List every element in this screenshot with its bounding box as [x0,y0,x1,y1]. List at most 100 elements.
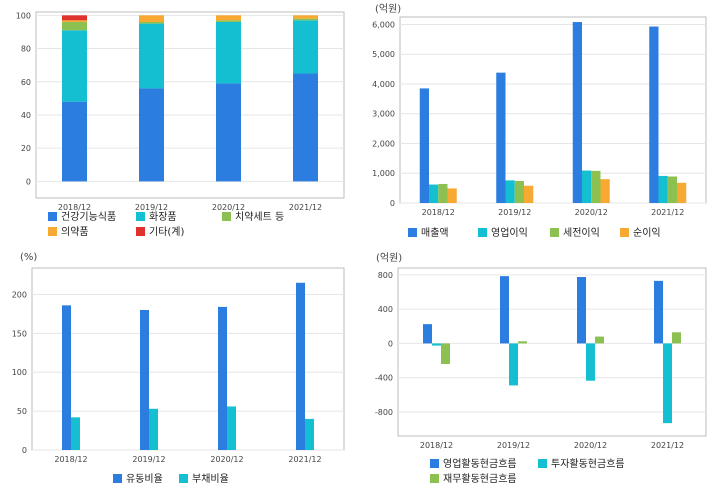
y-tick-label: 4,000 [372,80,395,89]
y-tick-label: 0 [26,177,31,186]
x-tick-label: 2018/12 [420,441,453,450]
bar [505,180,515,203]
y-tick-label: -800 [375,408,393,417]
legend-swatch [136,227,145,236]
x-tick-label: 2021/12 [288,455,321,464]
plot-frame [399,16,707,204]
bar [62,305,71,450]
y-tick-label: 400 [378,305,393,314]
legend-swatch [408,228,417,237]
bar [518,341,527,344]
y-tick-label: 2,000 [372,139,395,148]
x-tick-label: 2019/12 [135,203,168,212]
bar [62,30,87,102]
y-tick-label: 20 [21,144,31,153]
bar [296,282,305,450]
legend-label: 세전이익 [563,227,600,239]
unit-label: (%) [20,252,37,263]
bar [62,21,87,31]
legend-swatch [113,474,122,483]
bar [140,310,149,450]
bar [216,21,241,84]
chart-4: -800 -400 0 400 800 (억원) 2018/12 2019/12 2020/12… [375,252,707,485]
legend-swatch [538,459,547,468]
bar [600,179,610,203]
legend-label: 투자활동현금흐름 [551,457,625,470]
bar [419,88,429,203]
bar [586,343,595,381]
legend-swatch [179,474,188,483]
bar [496,72,506,203]
bar [149,408,158,450]
bar [305,418,314,450]
bar [654,280,663,344]
bar [509,343,518,386]
bar [572,22,582,203]
bar [649,26,659,204]
legend-swatch [550,228,559,237]
y-tick-label: 80 [21,45,31,54]
x-tick-label: 2018/12 [54,455,87,464]
bar [71,417,80,450]
plot-frame [31,267,345,451]
bar [438,183,448,203]
bar [672,332,681,344]
chart-2: 0 1,000 2,000 3,000 4,000 5,000 6,000 (억원) 2018/… [372,3,707,239]
x-tick-label: 2021/12 [651,441,684,450]
y-tick-label: 0 [22,446,27,455]
x-tick-label: 2019/12 [498,208,531,217]
chart-3: 0 50 100 150 200 (%) 2018/12 2019/12 2020/12 2021… [12,252,345,485]
y-tick-label: 40 [21,111,31,120]
y-tick-label: 200 [12,290,27,299]
legend-swatch [48,227,57,236]
legend-swatch [620,228,629,237]
bar [577,277,586,344]
legend-label: 화장품 [149,211,177,223]
legend-label: 유동비율 [126,473,163,485]
x-tick-label: 2020/12 [575,208,608,217]
legend-label: 영업활동현금흐름 [443,457,517,470]
bar [293,20,318,74]
bar [514,180,524,203]
bar [667,176,677,203]
bar [293,15,318,19]
bar [423,324,432,344]
legend-label: 재무활동현금흐름 [443,472,517,485]
y-tick-label: 1,000 [372,169,395,178]
x-tick-label: 2020/12 [210,455,243,464]
legend-swatch [430,474,439,483]
legend-label: 의약품 [61,226,89,238]
bar [216,20,241,22]
y-tick-label: 6,000 [372,20,395,29]
legend-label: 부채비율 [192,473,229,485]
x-tick-label: 2020/12 [574,441,607,450]
legend-label: 기타(계) [149,226,185,238]
chart-1: 0 20 40 60 80 100 2018/12 2019/12 2020/12 2021/12… [16,11,345,238]
legend-label: 건강기능식품 [61,211,116,223]
bar [62,101,87,182]
x-tick-label: 2018/12 [422,208,455,217]
y-tick-label: 50 [17,407,27,416]
bar [429,184,439,203]
bar [663,343,672,424]
x-tick-label: 2019/12 [497,441,530,450]
bar [62,15,87,21]
bar [218,306,227,450]
y-tick-label: 5,000 [372,50,395,59]
legend-swatch [430,459,439,468]
x-tick-label: 2021/12 [651,208,684,217]
y-tick-label: -400 [375,374,393,383]
bar [216,83,241,182]
x-tick-label: 2019/12 [132,455,165,464]
bar [216,15,241,21]
legend-label: 치약세트 등 [235,211,284,223]
x-tick-label: 2021/12 [289,203,322,212]
bar [139,15,164,22]
legend-swatch [48,212,57,221]
legend-label: 순이익 [633,227,661,239]
y-tick-label: 150 [12,329,27,338]
bar [293,73,318,182]
bar [441,343,450,364]
y-tick-label: 100 [16,11,31,20]
